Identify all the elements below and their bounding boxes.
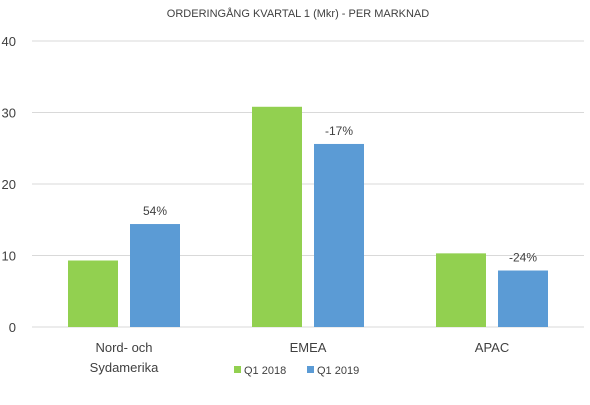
data-label: -24%: [509, 251, 537, 265]
legend: Q1 2018 Q1 2019: [234, 365, 359, 377]
bar: [130, 224, 180, 327]
gridlines: [32, 40, 584, 328]
bar: [68, 260, 118, 327]
bar: [498, 270, 548, 327]
data-label: 54%: [143, 204, 167, 218]
bar: [252, 106, 302, 327]
bar: [314, 143, 364, 327]
legend-swatch: [234, 366, 241, 373]
chart-title: ORDERINGÅNG KVARTAL 1 (Mkr) - PER MARKNA…: [167, 7, 429, 20]
y-tick-label: 10: [2, 249, 16, 264]
data-label: -17%: [325, 124, 353, 138]
y-tick-label: 30: [2, 106, 16, 121]
data-labels: 54% -17% -24%: [143, 124, 537, 265]
y-tick-label: 40: [2, 34, 16, 49]
legend-label: Q1 2019: [317, 365, 359, 377]
legend-swatch: [307, 366, 314, 373]
x-category-label: Nord- och: [95, 340, 152, 355]
bars: [68, 106, 548, 327]
legend-label: Q1 2018: [244, 365, 286, 377]
x-category-label: Sydamerika: [90, 360, 159, 375]
y-axis-ticks: 0 10 20 30 40: [2, 34, 16, 335]
x-category-label: APAC: [475, 340, 509, 355]
y-tick-label: 20: [2, 177, 16, 192]
y-tick-label: 0: [9, 320, 16, 335]
x-category-label: EMEA: [290, 340, 327, 355]
x-axis-categories: Nord- och Sydamerika EMEA APAC: [90, 340, 510, 375]
bar: [436, 253, 486, 327]
